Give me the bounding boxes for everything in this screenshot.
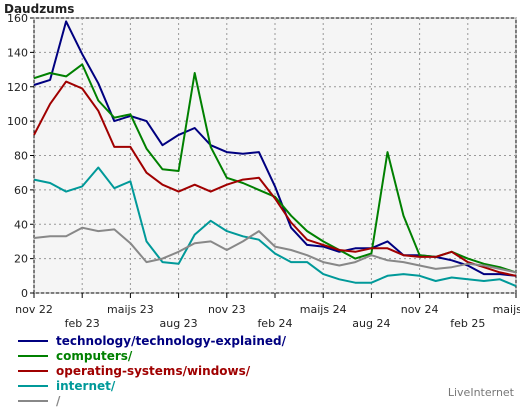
series-line-3 (33, 80, 517, 277)
legend-item: technology/technology-explained/ (18, 333, 286, 348)
chart-title: Daudzums (4, 2, 75, 16)
legend-swatch (18, 354, 48, 357)
legend-swatch (18, 384, 48, 387)
legend-item: operating-systems/windows/ (18, 363, 286, 378)
legend-item: / (18, 393, 286, 408)
x-tick-label: maijs 24 (300, 303, 347, 316)
x-tick-label: aug 24 (352, 317, 390, 330)
y-tick-label: 60 (14, 184, 28, 197)
x-tick-label: maijs 25 (493, 303, 520, 316)
y-tick-label: 80 (14, 150, 28, 163)
legend-item: internet/ (18, 378, 286, 393)
x-tick-label: nov 23 (208, 303, 246, 316)
y-tick-label: 20 (14, 253, 28, 266)
series-line-4 (33, 166, 517, 288)
y-tick-label: 0 (21, 287, 28, 300)
legend-label: computers/ (56, 348, 133, 363)
x-tick-label: feb 23 (65, 317, 100, 330)
credit-text: LiveInternet (447, 386, 514, 399)
x-tick-label: aug 23 (159, 317, 197, 330)
legend-label: / (56, 393, 61, 408)
legend-label: internet/ (56, 378, 116, 393)
x-tick-label: nov 24 (401, 303, 439, 316)
y-tick-label: 140 (7, 46, 28, 59)
legend-swatch (18, 369, 48, 372)
y-tick-label: 100 (7, 115, 28, 128)
legend-swatch (18, 399, 48, 402)
y-tick-label: 120 (7, 81, 28, 94)
legend-label: technology/technology-explained/ (56, 333, 286, 348)
chart-legend: technology/technology-explained/computer… (18, 333, 286, 408)
x-tick-label: nov 22 (15, 303, 53, 316)
x-tick-label: feb 24 (257, 317, 292, 330)
y-tick-label: 160 (7, 12, 28, 25)
x-tick-label: maijs 23 (107, 303, 154, 316)
legend-swatch (18, 339, 48, 342)
line-chart: 0 20 40 60 80 100 120 140 160 nov 22 feb 23 maijs 2… (7, 12, 520, 330)
series-line-5 (33, 226, 517, 274)
y-tick-label: 40 (14, 218, 28, 231)
x-tick-label: feb 25 (450, 317, 485, 330)
legend-item: computers/ (18, 348, 286, 363)
legend-label: operating-systems/windows/ (56, 363, 251, 378)
